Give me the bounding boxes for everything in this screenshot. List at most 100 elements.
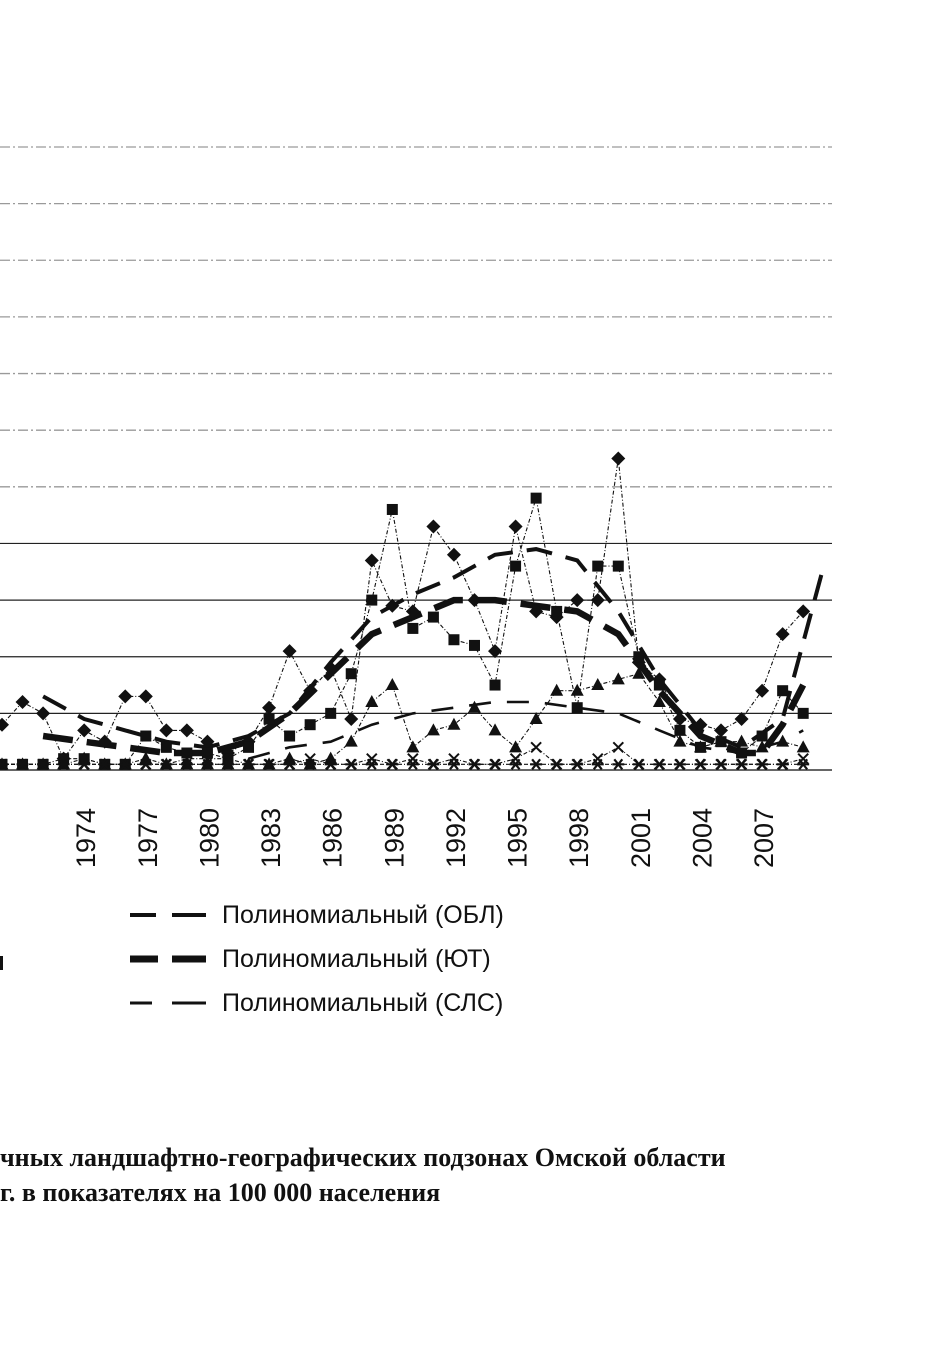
x-tick-label: 2007 [749, 808, 779, 868]
data-point-triangle [735, 734, 749, 747]
data-point-asterisk [16, 758, 29, 771]
data-point-triangle [632, 666, 646, 679]
data-point-triangle [324, 751, 338, 764]
x-tick-label: 1998 [564, 808, 594, 868]
data-point-asterisk [591, 758, 604, 771]
data-point-triangle [570, 683, 584, 696]
trendline-2 [42, 596, 807, 757]
legend-label-sls: Полиномиальный (СЛС) [222, 988, 504, 1017]
x-axis-tick-labels: 1974 1977 1980 1983 1986 1989 1992 1995 1998 2001… [71, 808, 779, 868]
data-point-asterisk [263, 758, 276, 771]
data-point-asterisk [119, 758, 132, 771]
x-tick-label: 1986 [318, 808, 348, 868]
data-point-triangle [611, 672, 625, 685]
caption-line-1: чных ландшафтно-географических подзонах … [0, 1143, 726, 1172]
data-point-asterisk [283, 758, 296, 771]
data-point-asterisk [406, 758, 419, 771]
data-point-asterisk [180, 758, 193, 771]
data-point-square [181, 747, 193, 759]
data-point-asterisk [612, 758, 625, 771]
chart-gridlines [0, 146, 832, 771]
data-point-asterisk [715, 758, 728, 771]
data-point-diamond [611, 451, 626, 466]
data-point-square [468, 639, 480, 651]
data-point-asterisk [365, 758, 378, 771]
legend-swatch-obl [130, 913, 206, 917]
data-point-diamond [714, 723, 729, 738]
data-point-triangle [673, 734, 687, 747]
x-tick-label: 1974 [71, 808, 101, 868]
data-point-asterisk [160, 758, 173, 771]
data-point-square [304, 719, 316, 731]
data-point-square [777, 685, 789, 697]
data-point-triangle [385, 678, 399, 691]
data-point-square [284, 730, 296, 742]
data-point-diamond [364, 553, 379, 568]
data-point-diamond [179, 723, 194, 738]
data-point-square [263, 713, 275, 725]
data-point-diamond [36, 706, 51, 721]
data-point-asterisk [530, 758, 543, 771]
data-point-diamond [672, 712, 687, 727]
data-point-diamond [159, 723, 174, 738]
data-point-triangle [693, 740, 707, 753]
data-point-diamond [0, 717, 9, 732]
data-point-triangle [591, 678, 605, 691]
data-point-diamond [488, 644, 503, 659]
data-point-square [345, 668, 357, 680]
data-point-asterisk [427, 758, 440, 771]
data-point-asterisk [242, 758, 255, 771]
x-tick-label: 2004 [688, 808, 718, 868]
legend-item-yut: Полиномиальный (ЮТ) [128, 937, 504, 981]
data-point-asterisk [735, 758, 748, 771]
data-point-asterisk [201, 758, 214, 771]
data-point-square [489, 679, 501, 691]
data-point-triangle [365, 695, 379, 708]
data-point-asterisk [571, 758, 584, 771]
data-point-square [140, 730, 152, 742]
data-point-asterisk [78, 758, 91, 771]
data-point-diamond [77, 723, 92, 738]
x-tick-label: 1992 [441, 808, 471, 868]
chart-legend: Полиномиальный (ОБЛ) Полиномиальный (ЮТ)… [128, 893, 504, 1025]
data-point-asterisk [37, 758, 50, 771]
data-point-asterisk [139, 758, 152, 771]
data-point-diamond [693, 717, 708, 732]
data-point-diamond [775, 627, 790, 642]
x-tick-label: 1977 [133, 808, 163, 868]
x-tick-label: 1989 [379, 808, 409, 868]
data-point-diamond [426, 519, 441, 534]
data-point-triangle [426, 723, 440, 736]
data-point-diamond [282, 644, 297, 659]
data-point-diamond [118, 689, 133, 704]
data-point-diamond [405, 604, 420, 619]
data-point-asterisk [57, 758, 70, 771]
data-point-triangle [796, 740, 810, 753]
data-point-square [736, 747, 748, 759]
data-point-x [201, 752, 214, 765]
x-tick-label: 1983 [256, 808, 286, 868]
data-point-square [325, 707, 337, 719]
chart-trendlines [42, 547, 826, 760]
data-point-diamond [15, 695, 30, 710]
data-point-square [592, 560, 604, 572]
data-point-square [653, 679, 665, 691]
data-point-diamond [446, 547, 461, 562]
legend-item-sls: Полиномиальный (СЛС) [128, 981, 504, 1025]
data-point-diamond [467, 593, 482, 608]
data-point-x [448, 752, 460, 765]
data-point-asterisk [345, 758, 358, 771]
data-point-asterisk [386, 758, 399, 771]
data-point-x [222, 752, 234, 765]
data-point-triangle [488, 723, 502, 736]
series-line-2 [2, 497, 804, 765]
data-point-square [756, 730, 768, 742]
legend-item-obl: Полиномиальный (ОБЛ) [128, 893, 504, 937]
legend-label-yut: Полиномиальный (ЮТ) [222, 944, 491, 973]
data-point-diamond [796, 604, 811, 619]
data-point-triangle [344, 734, 358, 747]
data-point-x [797, 752, 809, 765]
data-point-square [448, 634, 460, 646]
data-point-diamond [590, 593, 605, 608]
